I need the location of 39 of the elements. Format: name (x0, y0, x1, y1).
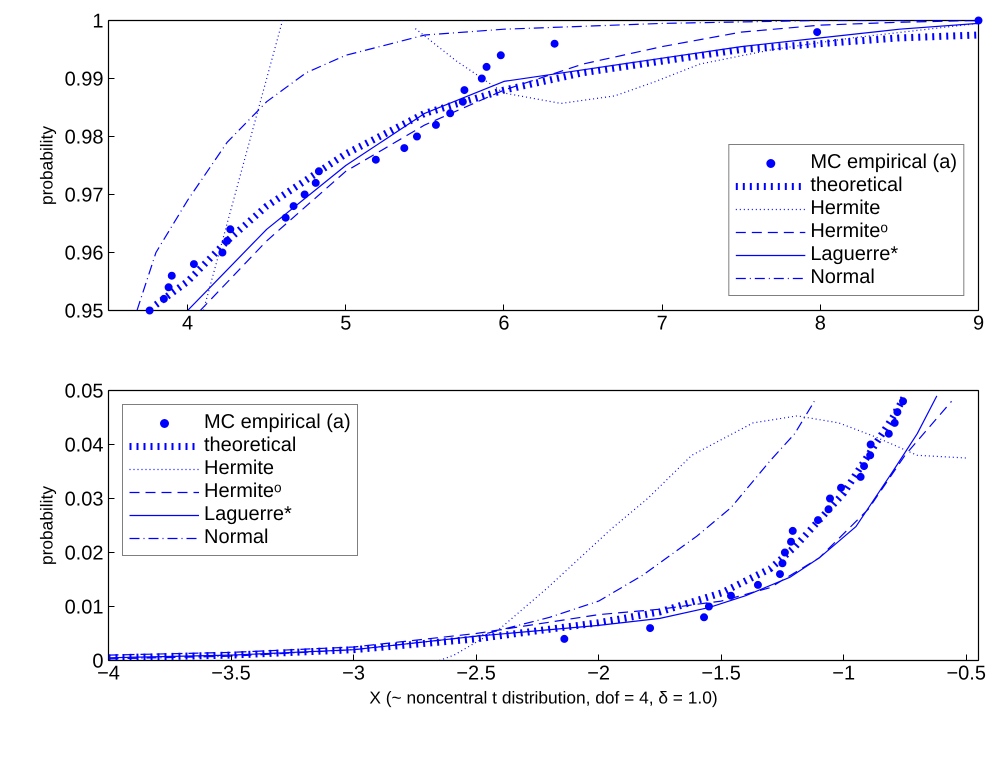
x-axis-title: X (~ noncentral t distribution, dof = 4, δ = 1.0) (369, 688, 718, 708)
x-tick-label: −2 (587, 662, 610, 684)
legend-label: MC empirical (a) (810, 151, 957, 174)
x-tick-label: 7 (656, 312, 668, 334)
legend-label: Hermite (810, 197, 880, 220)
y-axis-title: probability (36, 126, 57, 205)
x-tick-label: −3.5 (211, 662, 251, 684)
x-tick-label: 6 (498, 312, 510, 334)
y-tick-label: 0.03 (64, 488, 104, 510)
y-tick-label: 0.98 (64, 126, 104, 148)
legend-label: Hermite (204, 457, 274, 480)
legend-label: Laguerre* (204, 503, 292, 526)
y-tick-label: 0.05 (64, 380, 104, 402)
y-tick-label: 0.04 (64, 434, 104, 456)
x-tick-label: 9 (972, 312, 984, 334)
legend-label: Normal (810, 266, 875, 289)
legend-label: Hermiteᵒ (810, 220, 888, 243)
y-tick-label: 0.99 (64, 68, 104, 90)
x-tick-label: 5 (340, 312, 352, 334)
x-tick-label: 8 (814, 312, 826, 334)
legend-label: Laguerre* (810, 243, 898, 266)
legend-label: theoretical (204, 434, 296, 457)
y-tick-label: 0.96 (64, 242, 104, 264)
y-tick-label: 0.02 (64, 542, 104, 564)
x-tick-label: −3 (342, 662, 365, 684)
y-axis-title: probability (36, 486, 57, 565)
legend-label: MC empirical (a) (204, 411, 351, 434)
x-tick-label: 4 (182, 312, 194, 334)
x-tick-label: −0.5 (946, 662, 986, 684)
y-tick-label: 1 (92, 10, 104, 32)
x-tick-label: −2.5 (456, 662, 496, 684)
y-tick-label: 0.95 (64, 300, 104, 322)
x-tick-label: −1.5 (701, 662, 741, 684)
legend-label: theoretical (810, 174, 903, 197)
y-tick-label: 0.97 (64, 184, 104, 206)
x-tick-label: −1 (832, 662, 856, 684)
legend-label: Normal (204, 526, 268, 549)
legend-label: Hermiteᵒ (204, 480, 282, 503)
y-tick-label: 0.01 (64, 596, 104, 618)
